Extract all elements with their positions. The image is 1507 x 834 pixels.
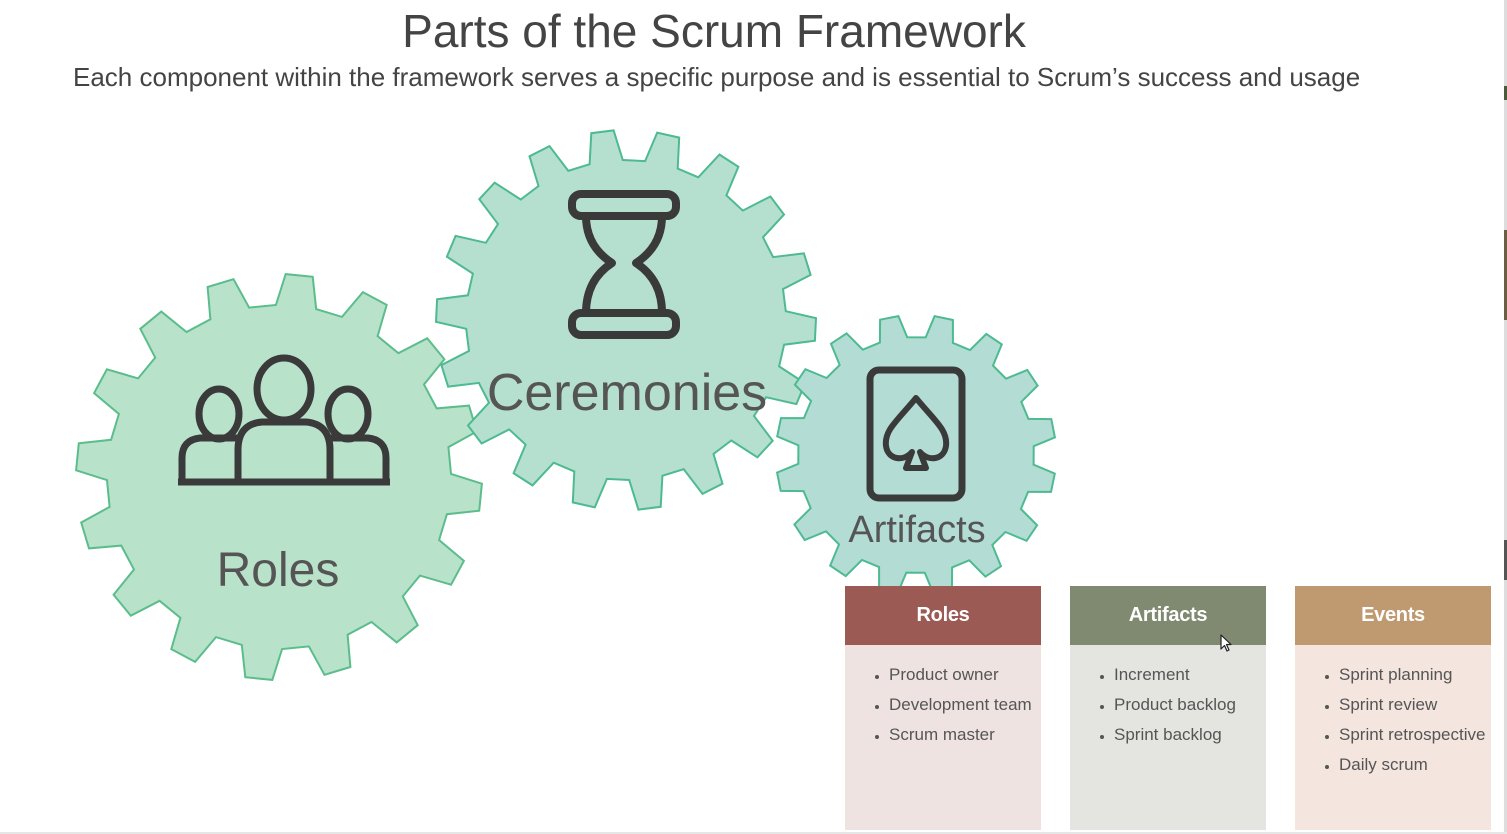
- gear-ceremonies-label: Ceremonies: [487, 364, 767, 422]
- gear-artifacts-shape: [775, 314, 1057, 596]
- list-item: Product owner: [889, 660, 1041, 690]
- list-item: Sprint planning: [1339, 660, 1491, 690]
- roles-list: Product owner Development team Scrum mas…: [845, 660, 1041, 750]
- artifacts-list: Increment Product backlog Sprint backlog: [1070, 660, 1266, 750]
- list-item: Sprint review: [1339, 690, 1491, 720]
- list-item: Product backlog: [1114, 690, 1266, 720]
- bottom-border: [0, 832, 1507, 834]
- spade-card-icon: [866, 366, 966, 502]
- mouse-pointer-icon: [1220, 634, 1232, 652]
- artifacts-card-title: Artifacts: [1070, 586, 1266, 645]
- list-item: Sprint retrospective: [1339, 720, 1491, 750]
- gear-ceremonies-shape: [434, 129, 818, 511]
- events-card-title: Events: [1295, 586, 1491, 645]
- gear-artifacts: Artifacts: [775, 314, 1057, 596]
- list-item: Scrum master: [889, 720, 1041, 750]
- list-item: Sprint backlog: [1114, 720, 1266, 750]
- artifacts-card-body: Increment Product backlog Sprint backlog: [1070, 645, 1266, 830]
- hourglass-icon: [568, 190, 680, 339]
- artifacts-card: Artifacts Increment Product backlog Spri…: [1070, 586, 1266, 830]
- slide-title: Parts of the Scrum Framework: [402, 5, 1026, 57]
- gear-ceremonies: Ceremonies: [434, 129, 818, 511]
- events-list: Sprint planning Sprint review Sprint ret…: [1295, 660, 1491, 780]
- roles-card-body: Product owner Development team Scrum mas…: [845, 645, 1041, 830]
- list-item: Increment: [1114, 660, 1266, 690]
- window-edge-mark: [1504, 540, 1507, 580]
- slide-subtitle: Each component within the framework serv…: [73, 62, 1361, 92]
- roles-card: Roles Product owner Development team Scr…: [845, 586, 1041, 830]
- window-edge: [1504, 0, 1507, 834]
- roles-card-title: Roles: [845, 586, 1041, 645]
- window-edge-mark: [1504, 230, 1507, 320]
- list-item: Development team: [889, 690, 1041, 720]
- list-item: Daily scrum: [1339, 750, 1491, 780]
- gear-roles-label: Roles: [217, 544, 340, 597]
- gear-artifacts-label: Artifacts: [848, 509, 985, 551]
- people-group-icon: [178, 354, 390, 486]
- gear-roles: Roles: [75, 273, 483, 681]
- events-card: Events Sprint planning Sprint review Spr…: [1295, 586, 1491, 830]
- events-card-body: Sprint planning Sprint review Sprint ret…: [1295, 645, 1491, 830]
- window-edge-mark: [1504, 86, 1507, 100]
